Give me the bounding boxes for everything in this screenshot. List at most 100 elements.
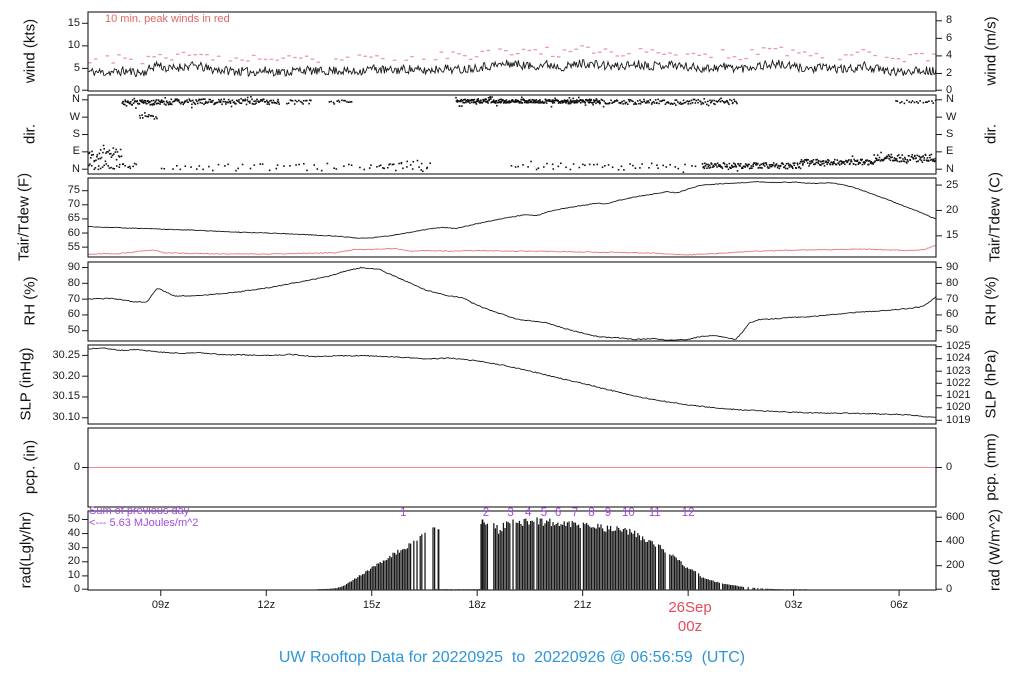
y-tick-label-right-dir: E	[946, 145, 954, 158]
y-tick-label-left-tair_tdew: 55	[67, 240, 80, 253]
y-tick-label-right-wind: 8	[946, 14, 953, 27]
y-tick-label-right-rad: 400	[946, 534, 965, 547]
y-tick-label-left-slp: 30.10	[52, 411, 80, 424]
ylabel-rh-right: RH (%)	[982, 276, 1000, 326]
y-tick-label-right-wind: 4	[946, 49, 953, 62]
y-tick-label-left-dir: N	[72, 162, 80, 175]
y-tick-label-left-slp: 30.25	[52, 348, 80, 361]
mjoule-marker-11: 11	[648, 507, 661, 519]
mjoule-marker-8: 8	[588, 507, 595, 519]
ylabel-dir-right: dir.	[982, 123, 1000, 145]
y-tick-label-right-wind: 6	[946, 31, 953, 44]
mjoule-marker-6: 6	[554, 507, 562, 519]
y-tick-label-right-rad: 600	[946, 510, 965, 523]
ylabel-rh-left: RH (%)	[21, 276, 39, 326]
ylabel-rad-right: rad (W/m^2)	[986, 508, 1004, 592]
mjoule-marker-7: 7	[571, 507, 579, 519]
ylabel-pcp-right: pcp. (mm)	[982, 433, 1000, 501]
y-tick-label-left-tair_tdew: 70	[67, 198, 80, 211]
y-tick-label-right-rh: 50	[946, 324, 959, 337]
y-tick-label-left-wind: 15	[67, 16, 80, 29]
y-tick-label-left-rad: 0	[73, 582, 80, 595]
ylabel-slp-right: SLP (hPa)	[982, 349, 1000, 419]
y-tick-label-left-dir: S	[72, 128, 80, 140]
figure-title: UW Rooftop Data for 20220925 to 20220926…	[278, 649, 746, 666]
mjoule-marker-5: 5	[540, 507, 548, 519]
mjoule-marker-1: 1	[400, 507, 407, 519]
y-tick-label-left-rh: 90	[67, 261, 80, 274]
y-tick-label-left-rad: 50	[67, 512, 80, 525]
y-tick-label-right-rad: 0	[946, 582, 953, 595]
y-tick-label-left-slp: 30.15	[52, 390, 80, 403]
y-tick-label-left-rad: 40	[67, 527, 80, 540]
y-tick-label-right-tair_tdew: 20	[946, 203, 959, 216]
mjoule-marker-12: 12	[681, 507, 695, 519]
y-tick-label-left-dir: N	[72, 93, 80, 106]
x-tick-label-18z: 18z	[468, 599, 487, 611]
x-tick-label-12z: 12z	[257, 599, 276, 611]
x-tick-label-09z: 09z	[151, 599, 170, 611]
y-tick-label-right-slp: 1021	[946, 389, 971, 402]
y-tick-label-right-rh: 80	[946, 276, 959, 289]
y-tick-label-right-wind: 2	[946, 66, 953, 79]
y-tick-label-right-dir: S	[946, 128, 954, 140]
y-tick-label-right-slp: 1024	[946, 352, 971, 365]
y-tick-label-left-dir: E	[72, 145, 80, 158]
mjoule-marker-4: 4	[524, 507, 532, 519]
y-tick-label-right-rh: 60	[946, 308, 959, 321]
y-tick-label-right-slp: 1020	[946, 401, 971, 414]
y-tick-label-right-wind: 0	[946, 83, 953, 96]
ylabel-dir-left: dir.	[21, 123, 39, 145]
y-tick-label-left-rh: 60	[67, 308, 80, 321]
ylabel-tair-right: Tair/Tdew (C)	[986, 171, 1004, 263]
peak-winds-note: 10 min. peak winds in red	[105, 13, 230, 25]
y-tick-label-right-slp: 1023	[946, 364, 971, 377]
y-tick-label-left-rh: 70	[67, 292, 80, 305]
y-tick-label-left-rh: 80	[67, 276, 80, 289]
y-tick-label-right-slp: 1025	[946, 340, 971, 353]
y-tick-label-left-tair_tdew: 75	[67, 184, 80, 197]
y-tick-label-right-tair_tdew: 25	[946, 178, 959, 191]
x-tick-label-15z: 15z	[362, 599, 381, 611]
mjoule-marker-10: 10	[621, 507, 635, 519]
y-tick-label-left-wind: 10	[67, 39, 80, 52]
y-tick-label-right-dir: N	[946, 162, 954, 175]
x-tick-label-06z: 06z	[890, 599, 908, 611]
y-tick-label-left-rh: 50	[67, 324, 80, 337]
y-tick-label-right-tair_tdew: 15	[946, 229, 959, 242]
y-tick-label-right-rh: 90	[946, 261, 959, 274]
ylabel-tair-left: Tair/Tdew (F)	[15, 172, 33, 262]
y-tick-label-right-rh: 70	[946, 292, 959, 305]
rad-sum-note-line2: <--- 5.63 MJoules/m^2	[89, 517, 199, 529]
y-tick-label-right-pcp: 0	[946, 461, 953, 473]
y-tick-label-right-slp: 1019	[946, 413, 971, 426]
x-tick-label-21z: 21z	[573, 599, 592, 611]
y-tick-label-left-tair_tdew: 60	[67, 226, 80, 239]
ylabel-slp-left: SLP (inHg)	[17, 347, 35, 421]
ylabel-wind-left: wind (kts)	[21, 18, 39, 84]
y-tick-label-left-rad: 20	[67, 555, 80, 568]
ylabel-pcp-left: pcp. (in)	[21, 439, 39, 495]
ylabel-rad-left: rad(Lgly/hr)	[17, 511, 35, 589]
y-tick-label-left-dir: W	[69, 110, 80, 123]
x-date-label-line1: 26Sep	[668, 599, 712, 616]
y-tick-label-left-rad: 10	[67, 569, 80, 582]
mjoule-marker-3: 3	[507, 507, 514, 519]
y-tick-label-left-slp: 30.20	[52, 369, 80, 382]
ylabel-wind-right: wind (m/s)	[982, 16, 1000, 86]
y-tick-label-right-rad: 200	[946, 559, 965, 572]
mjoule-marker-2: 2	[482, 507, 490, 519]
y-tick-label-right-dir: W	[946, 110, 957, 123]
y-tick-label-left-wind: 5	[73, 61, 80, 74]
x-tick-label-03z: 03z	[784, 599, 803, 611]
y-tick-label-left-wind: 0	[73, 83, 80, 96]
y-tick-label-left-rad: 30	[67, 541, 80, 554]
mjoule-marker-9: 9	[604, 507, 612, 519]
y-tick-label-right-dir: N	[946, 93, 954, 106]
rad-sum-note-line1: Sum of previous day	[89, 505, 190, 517]
y-tick-label-right-slp: 1022	[946, 376, 971, 389]
y-tick-label-left-pcp: 0	[73, 461, 80, 473]
y-tick-label-left-tair_tdew: 65	[67, 212, 80, 225]
